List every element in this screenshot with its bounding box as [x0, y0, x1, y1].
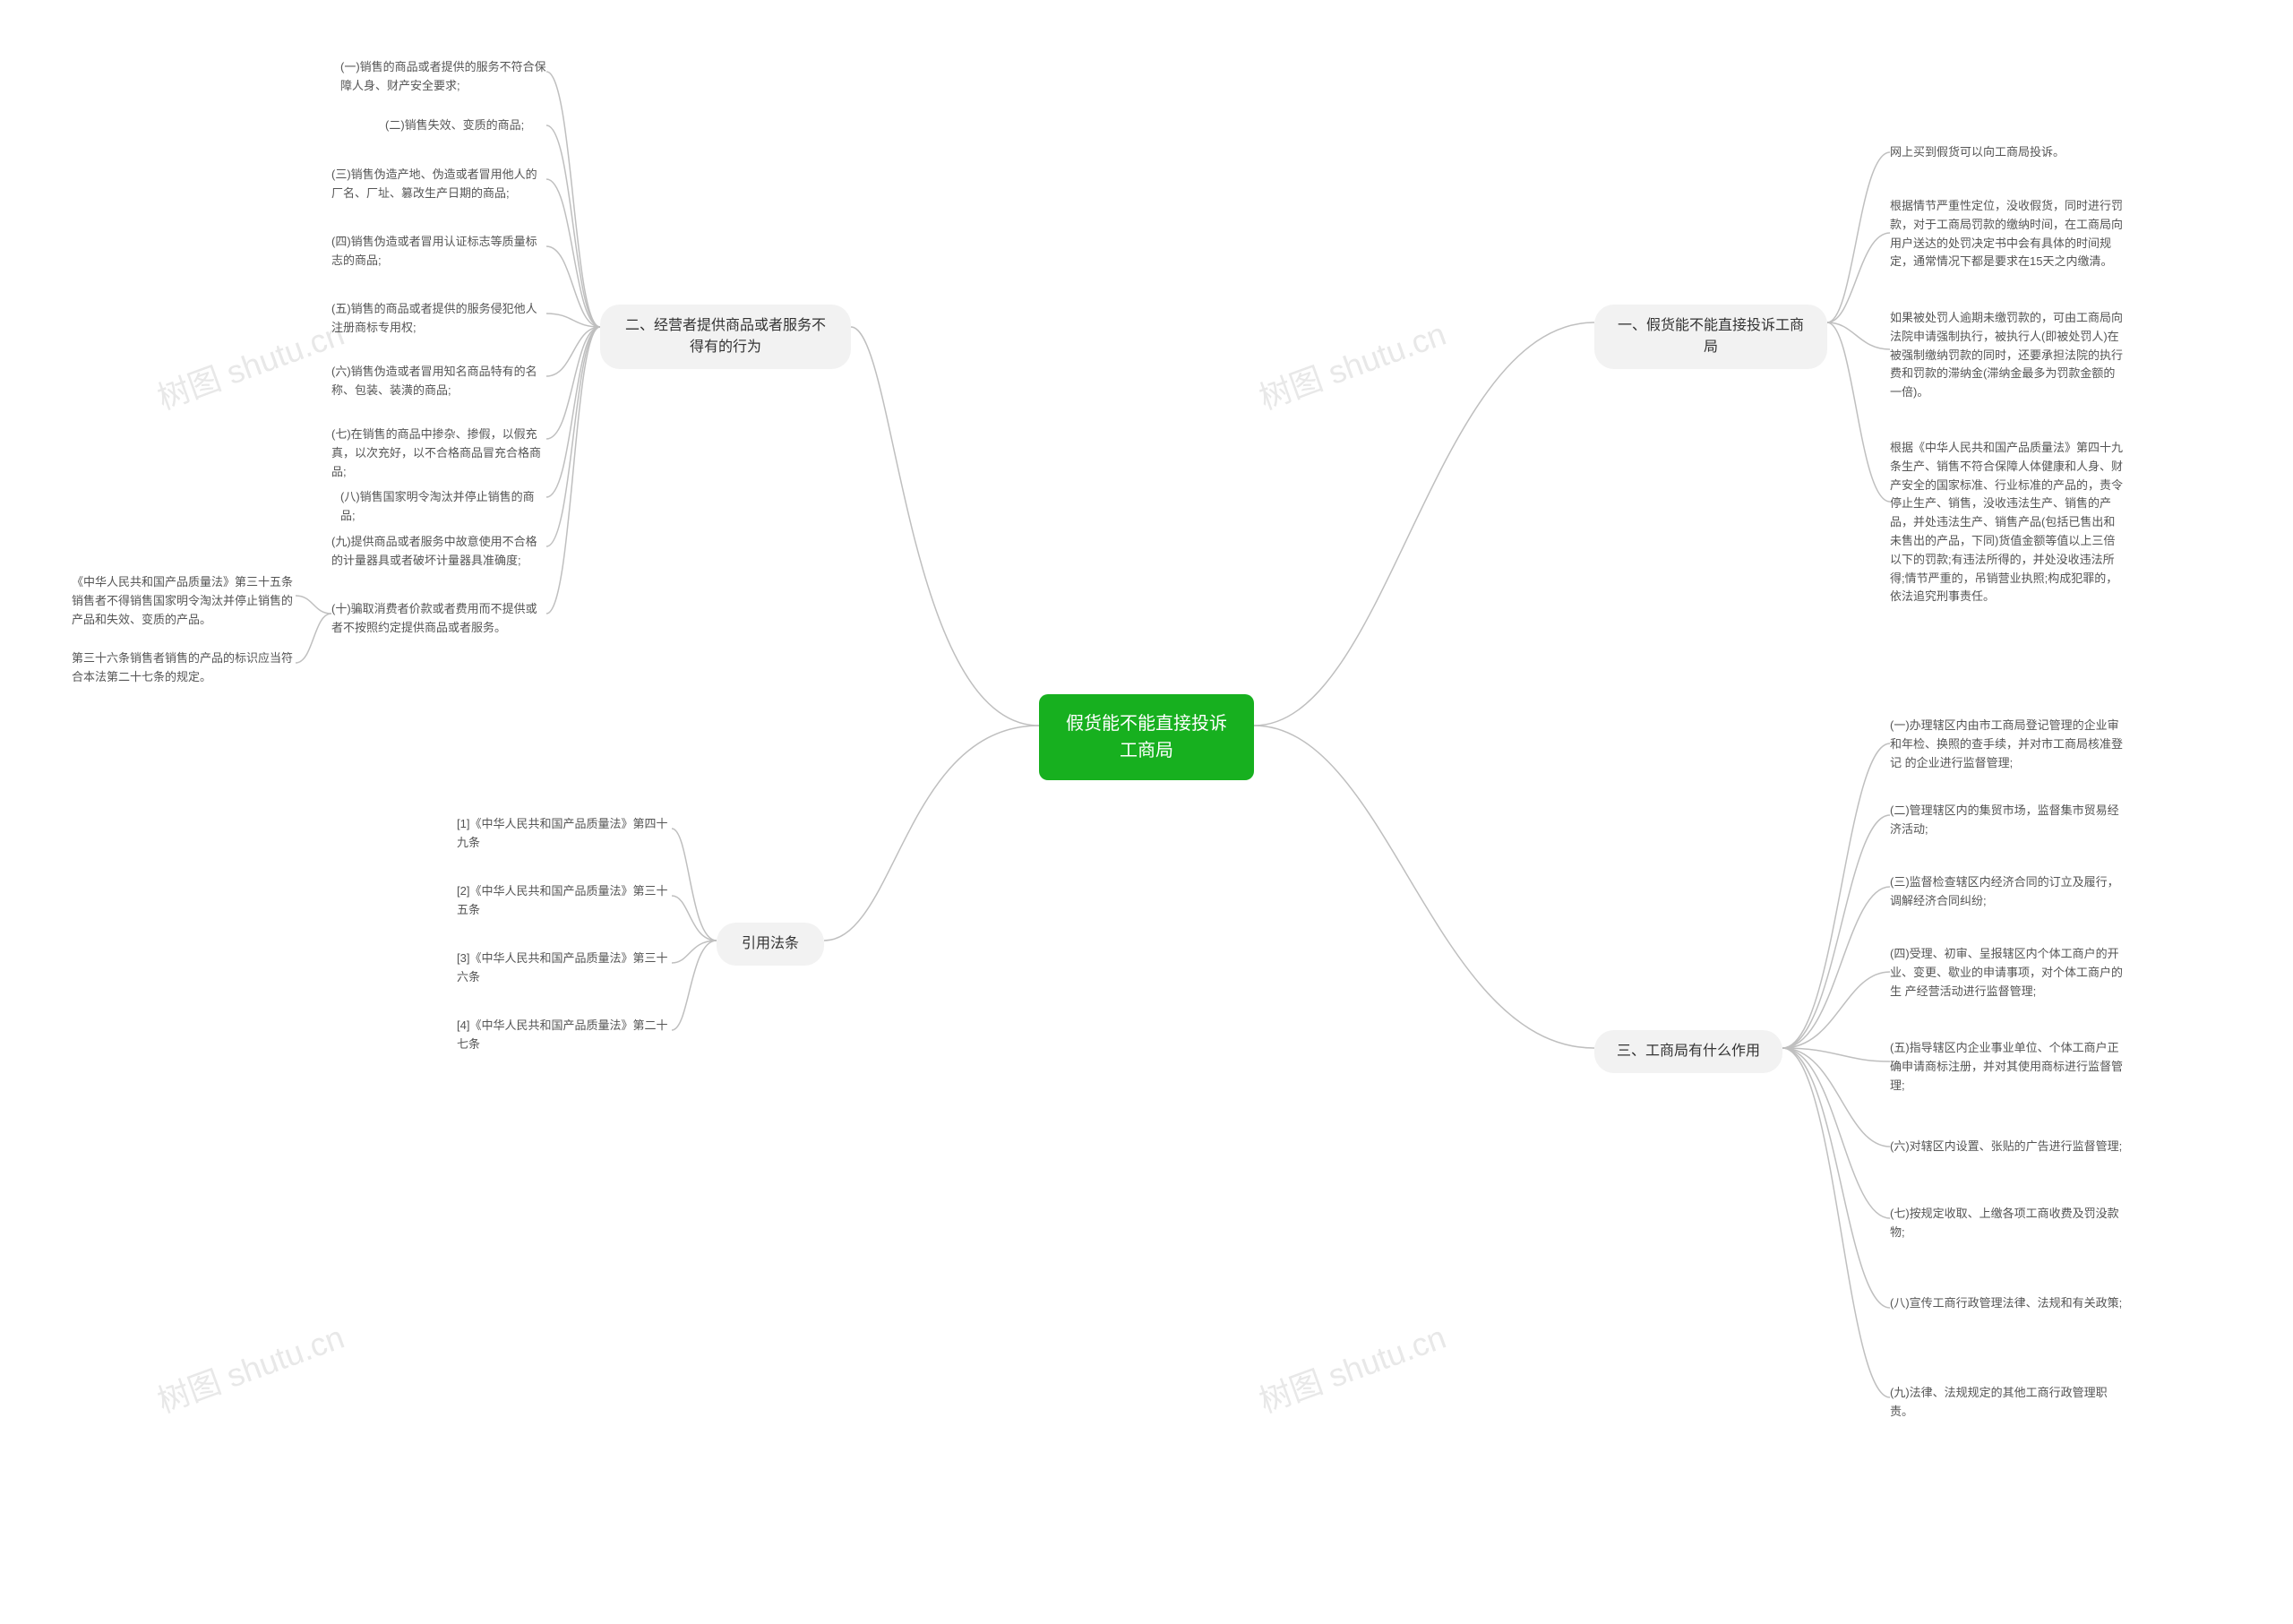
- leaf-node[interactable]: (七)按规定收取、上缴各项工商收费及罚没款物;: [1890, 1205, 2123, 1242]
- leaf-node[interactable]: (八)销售国家明令淘汰并停止销售的商品;: [340, 488, 546, 526]
- leaf-node[interactable]: 根据《中华人民共和国产品质量法》第四十九条生产、销售不符合保障人体健康和人身、财…: [1890, 439, 2123, 606]
- branch-node-4[interactable]: 引用法条: [717, 923, 824, 966]
- leaf-node[interactable]: (四)销售伪造或者冒用认证标志等质量标志的商品;: [331, 233, 546, 271]
- watermark: 树图 shutu.cn: [1252, 308, 1452, 418]
- leaf-node[interactable]: (四)受理、初审、呈报辖区内个体工商户的开业、变更、歇业的申请事项，对个体工商户…: [1890, 945, 2123, 1001]
- leaf-node[interactable]: (五)销售的商品或者提供的服务侵犯他人注册商标专用权;: [331, 300, 546, 338]
- leaf-node[interactable]: (二)管理辖区内的集贸市场，监督集市贸易经济活动;: [1890, 802, 2123, 839]
- leaf-node[interactable]: (二)销售失效、变质的商品;: [385, 116, 524, 135]
- branch-node-2[interactable]: 二、经营者提供商品或者服务不得有的行为: [600, 305, 851, 369]
- leaf-node[interactable]: 第三十六条销售者销售的产品的标识应当符合本法第二十七条的规定。: [72, 649, 296, 687]
- leaf-node[interactable]: 《中华人民共和国产品质量法》第三十五条销售者不得销售国家明令淘汰并停止销售的产品…: [72, 573, 296, 629]
- leaf-node[interactable]: (八)宣传工商行政管理法律、法规和有关政策;: [1890, 1294, 2122, 1313]
- watermark: 树图 shutu.cn: [1252, 1311, 1452, 1422]
- leaf-node[interactable]: (七)在销售的商品中掺杂、掺假，以假充真，以次充好，以不合格商品冒充合格商品;: [331, 425, 546, 481]
- branch-node-1[interactable]: 一、假货能不能直接投诉工商局: [1594, 305, 1827, 369]
- leaf-node[interactable]: 如果被处罚人逾期未缴罚款的，可由工商局向法院申请强制执行，被执行人(即被处罚人)…: [1890, 309, 2123, 402]
- watermark: 树图 shutu.cn: [150, 308, 350, 418]
- leaf-node[interactable]: (三)监督检查辖区内经济合同的订立及履行，调解经济合同纠纷;: [1890, 873, 2123, 911]
- leaf-node[interactable]: (六)销售伪造或者冒用知名商品特有的名称、包装、装潢的商品;: [331, 363, 546, 400]
- leaf-node[interactable]: (九)提供商品或者服务中故意使用不合格的计量器具或者破坏计量器具准确度;: [331, 533, 546, 571]
- leaf-node[interactable]: (十)骗取消费者价款或者费用而不提供或者不按照约定提供商品或者服务。: [331, 600, 546, 638]
- leaf-node[interactable]: (三)销售伪造产地、伪造或者冒用他人的厂名、厂址、篡改生产日期的商品;: [331, 166, 546, 203]
- leaf-node[interactable]: 网上买到假货可以向工商局投诉。: [1890, 143, 2065, 162]
- leaf-node[interactable]: (六)对辖区内设置、张贴的广告进行监督管理;: [1890, 1138, 2122, 1156]
- leaf-node[interactable]: [2]《中华人民共和国产品质量法》第三十五条: [457, 882, 672, 920]
- leaf-node[interactable]: (五)指导辖区内企业事业单位、个体工商户正确申请商标注册，并对其使用商标进行监督…: [1890, 1039, 2123, 1095]
- leaf-node[interactable]: (九)法律、法规规定的其他工商行政管理职责。: [1890, 1384, 2123, 1422]
- leaf-node[interactable]: (一)销售的商品或者提供的服务不符合保障人身、财产安全要求;: [340, 58, 546, 96]
- center-node[interactable]: 假货能不能直接投诉工商局: [1039, 694, 1254, 780]
- leaf-node[interactable]: (一)办理辖区内由市工商局登记管理的企业审和年检、换照的查手续，并对市工商局核准…: [1890, 717, 2123, 772]
- branch-node-3[interactable]: 三、工商局有什么作用: [1594, 1030, 1782, 1073]
- leaf-node[interactable]: 根据情节严重性定位，没收假货，同时进行罚款，对于工商局罚款的缴纳时间，在工商局向…: [1890, 197, 2123, 271]
- leaf-node[interactable]: [3]《中华人民共和国产品质量法》第三十六条: [457, 949, 672, 987]
- watermark: 树图 shutu.cn: [150, 1311, 350, 1422]
- leaf-node[interactable]: [4]《中华人民共和国产品质量法》第二十七条: [457, 1017, 672, 1054]
- leaf-node[interactable]: [1]《中华人民共和国产品质量法》第四十九条: [457, 815, 672, 853]
